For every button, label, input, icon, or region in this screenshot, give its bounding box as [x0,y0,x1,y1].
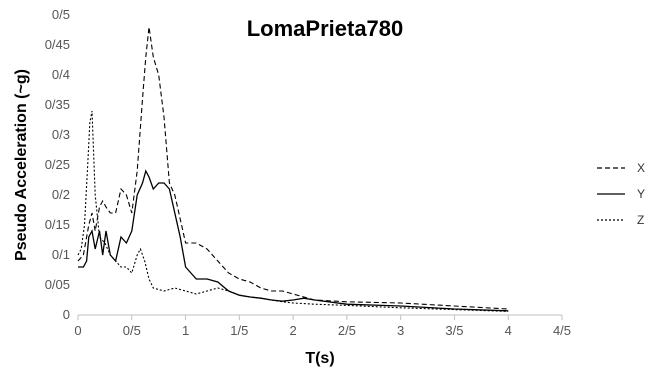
legend-label-z: Z [637,213,644,227]
legend: XYZ [597,161,645,227]
x-tick-label: 2 [289,323,296,338]
chart-title: LomaPrieta780 [247,16,404,41]
y-tick-label: 0/15 [45,217,70,232]
y-tick-label: 0/45 [45,37,70,52]
x-tick-label: 2/5 [338,323,356,338]
legend-label-x: X [637,161,645,175]
series-line-y [78,169,509,312]
y-tick-label: 0/35 [45,97,70,112]
y-tick-label: 0/25 [45,157,70,172]
y-tick-label: 0/5 [52,7,70,22]
x-tick-label: 1 [182,323,189,338]
y-tick-label: 0/3 [52,127,70,142]
y-tick-label: 0 [63,307,70,322]
x-tick-label: 0/5 [123,323,141,338]
y-axis-title: Pseudo Acceleration (~g) [13,69,30,261]
legend-label-y: Y [637,187,645,201]
y-tick-label: 0/2 [52,187,70,202]
x-tick-label: 4 [505,323,512,338]
x-tick-label: 3/5 [445,323,463,338]
series-line-z [77,110,509,312]
x-axis-ticks: 0 0/5 1 1/5 2 2/5 3 3/5 4 4/5 [74,315,571,338]
x-tick-label: 0 [74,323,81,338]
x-tick-label: 4/5 [553,323,571,338]
y-tick-label: 0/1 [52,247,70,262]
y-tick-label: 0/05 [45,277,70,292]
x-tick-label: 1/5 [230,323,248,338]
x-tick-label: 3 [397,323,404,338]
series-line-x [77,26,509,310]
series-group [77,26,509,312]
x-axis-title: T(s) [305,350,334,367]
plot-area: 0 0/5 1 1/5 2 2/5 3 3/5 4 4/5 0 0/05 0/1 0/15 0/2 0/25… [45,7,571,338]
y-tick-label: 0/4 [52,67,70,82]
y-axis-ticks: 0 0/05 0/1 0/15 0/2 0/25 0/3 0/35 0/4 0/45 0/5 [45,7,70,322]
